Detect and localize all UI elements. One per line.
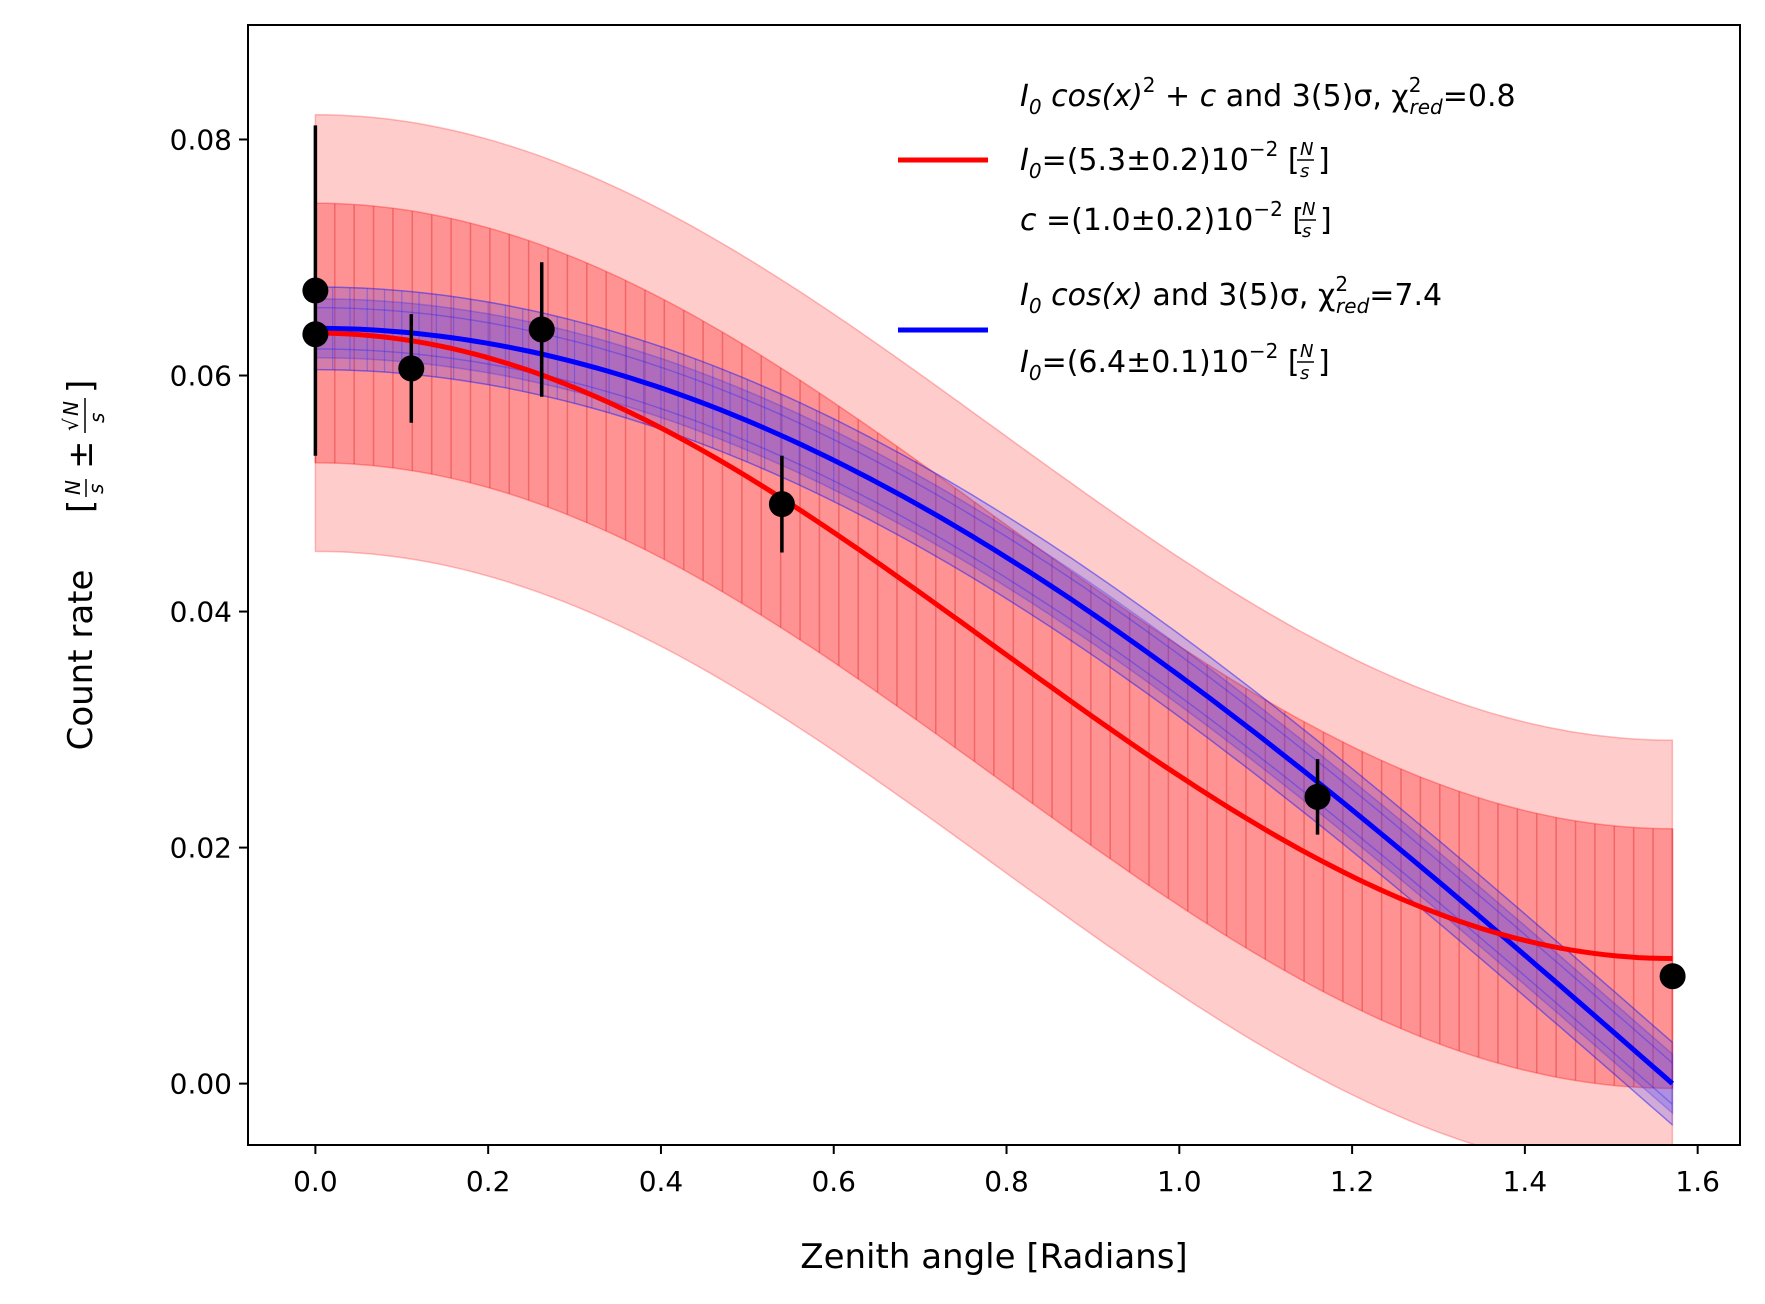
red-5sigma-band: [314, 113, 1674, 1145]
y-axis-label: Count rate [ N s ± √ N s ]: [59, 380, 109, 751]
svg-text:N: N: [1300, 341, 1313, 362]
data-point: [302, 125, 329, 456]
x-tick-label: 1.2: [1330, 1165, 1375, 1198]
point-marker: [528, 316, 555, 343]
y-tick-label: 0.02: [170, 832, 232, 865]
svg-text:]: ]: [61, 380, 101, 393]
red-outer-band-area: [314, 113, 1674, 1145]
legend-red-line3: c =(1.0±0.2)10−2 [ N s ]: [1020, 197, 1332, 242]
data-point: [768, 455, 795, 553]
x-tick-label: 0.8: [984, 1165, 1029, 1198]
legend: I0 cos(x)2 + c and 3(5)σ, χ2 red=0.8 I0=(…: [898, 73, 1516, 385]
svg-text:N: N: [59, 401, 83, 416]
svg-text:s: s: [84, 484, 108, 494]
svg-text:[: [: [61, 500, 101, 513]
point-marker: [302, 321, 329, 348]
svg-text:N: N: [1300, 139, 1313, 160]
point-marker: [398, 355, 425, 382]
svg-text:I0=(5.3±0.2)10−2 [: I0=(5.3±0.2)10−2 [: [1020, 137, 1300, 183]
point-marker: [768, 491, 795, 518]
x-tick-label: 1.0: [1157, 1165, 1202, 1198]
svg-text:I0=(6.4±0.1)10−2 [: I0=(6.4±0.1)10−2 [: [1020, 339, 1300, 385]
svg-text:N: N: [61, 480, 85, 495]
blue-sigma-bands: [314, 286, 1674, 1127]
x-axis: 0.0 0.2 0.4 0.6 0.8 1.0 1.2 1.4 1.6: [293, 1145, 1720, 1198]
blue-inner-band-area: [314, 298, 1674, 1115]
plot-frame: [247, 24, 1741, 1146]
y-tick-label: 0.00: [170, 1068, 232, 1101]
data-point: [302, 321, 329, 348]
point-marker: [302, 277, 329, 304]
legend-blue-line1: I0 cos(x) and 3(5)σ, χ2 red=7.4: [1020, 272, 1442, 318]
x-tick-label: 1.4: [1503, 1165, 1548, 1198]
data-point: [1659, 963, 1686, 990]
svg-text:]: ]: [1318, 345, 1330, 380]
svg-text:s: s: [1300, 161, 1309, 182]
x-tick-label: 0.2: [466, 1165, 511, 1198]
x-tick-label: 0.6: [811, 1165, 856, 1198]
data-point: [1304, 759, 1331, 835]
y-axis: 0.00 0.02 0.04 0.06 0.08: [170, 123, 248, 1101]
point-marker: [1304, 783, 1331, 810]
svg-text:s: s: [1300, 363, 1309, 384]
data-point: [528, 262, 555, 397]
point-marker: [1659, 963, 1686, 990]
x-tick-label: 0.4: [639, 1165, 684, 1198]
y-tick-label: 0.08: [170, 123, 232, 156]
svg-text:]: ]: [1318, 143, 1330, 178]
data-point: [398, 314, 425, 423]
y-tick-label: 0.06: [170, 360, 232, 393]
data-points: [302, 125, 1686, 990]
blue-outer-band-area: [314, 286, 1674, 1127]
y-axis-label-unit: [ N s ± √ N s ]: [59, 380, 109, 513]
x-axis-label: Zenith angle [Radians]: [800, 1237, 1187, 1277]
legend-red-line1: I0 cos(x)2 + c and 3(5)σ, χ2 red=0.8: [1020, 73, 1516, 119]
svg-text:]: ]: [1320, 203, 1332, 238]
svg-text:√: √: [59, 418, 83, 431]
x-tick-label: 0.0: [293, 1165, 338, 1198]
svg-text:c =(1.0±0.2)10−2 [: c =(1.0±0.2)10−2 [: [1020, 197, 1304, 238]
y-axis-label-text: Count rate: [61, 570, 101, 751]
svg-text:s: s: [85, 413, 109, 423]
y-tick-label: 0.04: [170, 596, 232, 629]
svg-text:N: N: [1302, 199, 1315, 220]
x-tick-label: 1.6: [1675, 1165, 1720, 1198]
legend-red-entry: I0 cos(x)2 + c and 3(5)σ, χ2 red=0.8 I0=(…: [1020, 73, 1516, 242]
legend-blue-entry: I0 cos(x) and 3(5)σ, χ2 red=7.4 I0=(6.4±0…: [1020, 272, 1442, 385]
svg-text:±: ±: [61, 441, 101, 470]
plot-area: [302, 113, 1686, 1145]
legend-blue-line2: I0=(6.4±0.1)10−2 [ N s ]: [1020, 339, 1330, 385]
legend-red-line2: I0=(5.3±0.2)10−2 [ N s ]: [1020, 137, 1330, 183]
svg-text:s: s: [1302, 221, 1311, 242]
